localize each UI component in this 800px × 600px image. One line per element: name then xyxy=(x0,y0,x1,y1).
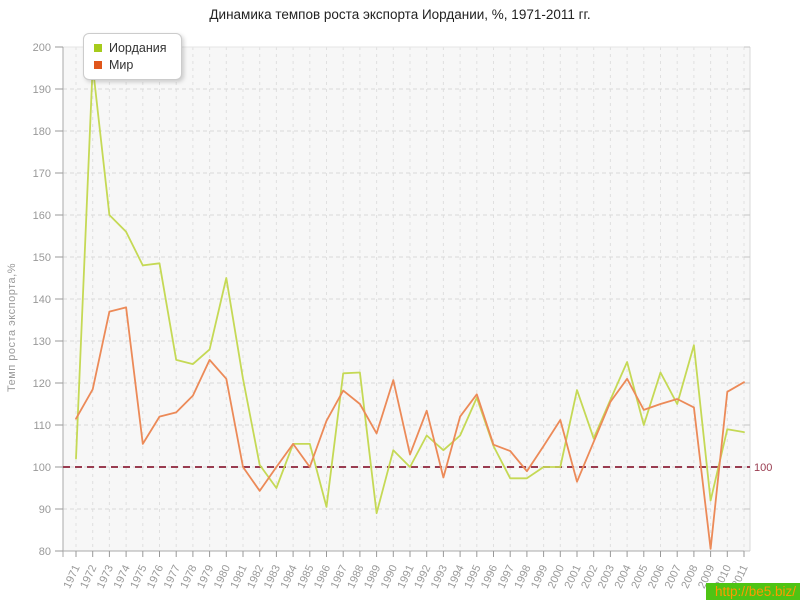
y-tick-label: 140 xyxy=(33,294,51,306)
legend-chip-world-icon xyxy=(94,60,102,69)
watermark-link[interactable]: http://be5.biz/ xyxy=(705,583,800,600)
legend: Иордания Мир xyxy=(83,33,182,80)
y-tick-label: 100 xyxy=(33,462,51,474)
y-tick-label: 170 xyxy=(33,168,51,180)
legend-chip-jordan-icon xyxy=(94,43,102,52)
y-axis-title: Темп роста экспорта,% xyxy=(6,263,18,392)
y-tick-label: 80 xyxy=(39,546,51,558)
y-tick-label: 150 xyxy=(33,252,51,264)
y-tick-label: 160 xyxy=(33,210,51,222)
series-line-jordan xyxy=(75,65,745,515)
legend-item-world: Мир xyxy=(94,56,167,73)
y-tick-label: 200 xyxy=(33,42,51,54)
y-tick-label: 120 xyxy=(33,378,51,390)
series-line-world xyxy=(75,306,745,550)
y-tick-label: 110 xyxy=(33,420,51,432)
y-tick-label: 130 xyxy=(33,336,51,348)
y-tick-label: 190 xyxy=(33,84,51,96)
chart-title: Динамика темпов роста экспорта Иордании,… xyxy=(209,7,591,22)
legend-label-world: Мир xyxy=(109,57,134,72)
y-tick-label: 180 xyxy=(33,126,51,138)
y-tick-label: 90 xyxy=(39,504,51,516)
legend-item-jordan: Иордания xyxy=(94,39,167,56)
reference-line-label: 100 xyxy=(754,462,772,474)
legend-label-jordan: Иордания xyxy=(109,40,167,55)
